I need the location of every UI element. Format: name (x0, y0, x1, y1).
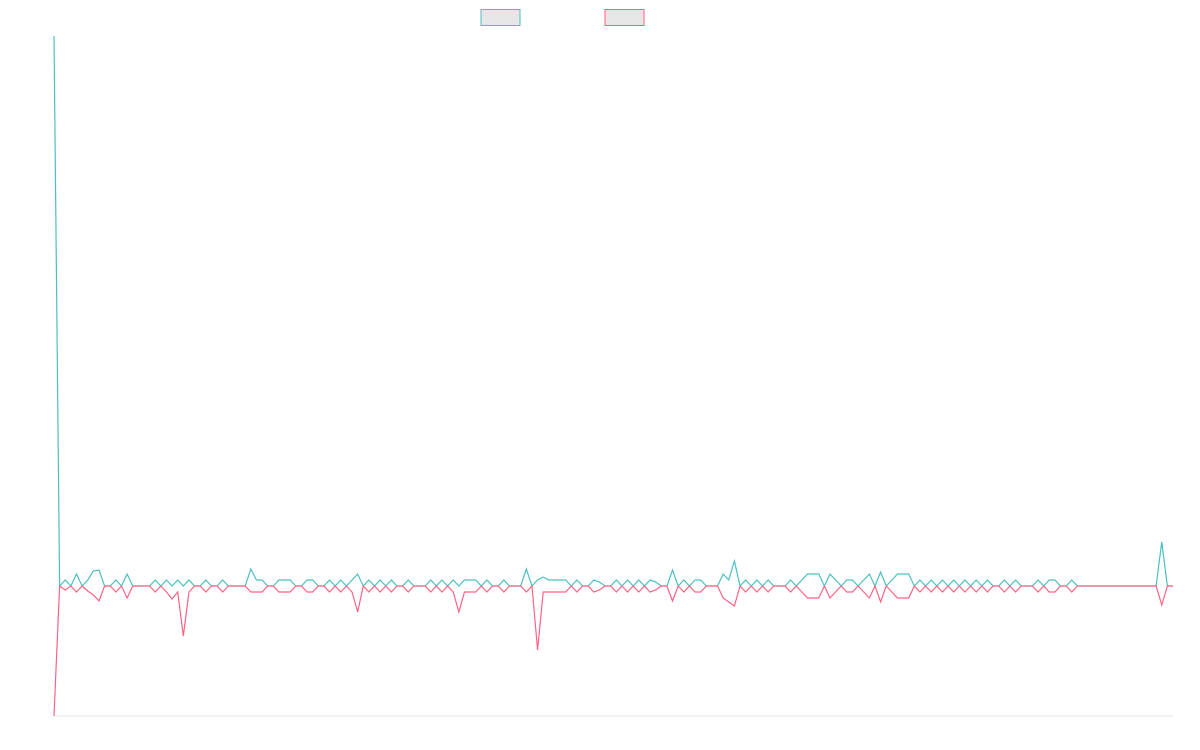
series-line (53, 35, 1173, 588)
series-line (53, 584, 1173, 717)
legend-swatch (480, 9, 521, 26)
legend-swatch (604, 9, 645, 26)
